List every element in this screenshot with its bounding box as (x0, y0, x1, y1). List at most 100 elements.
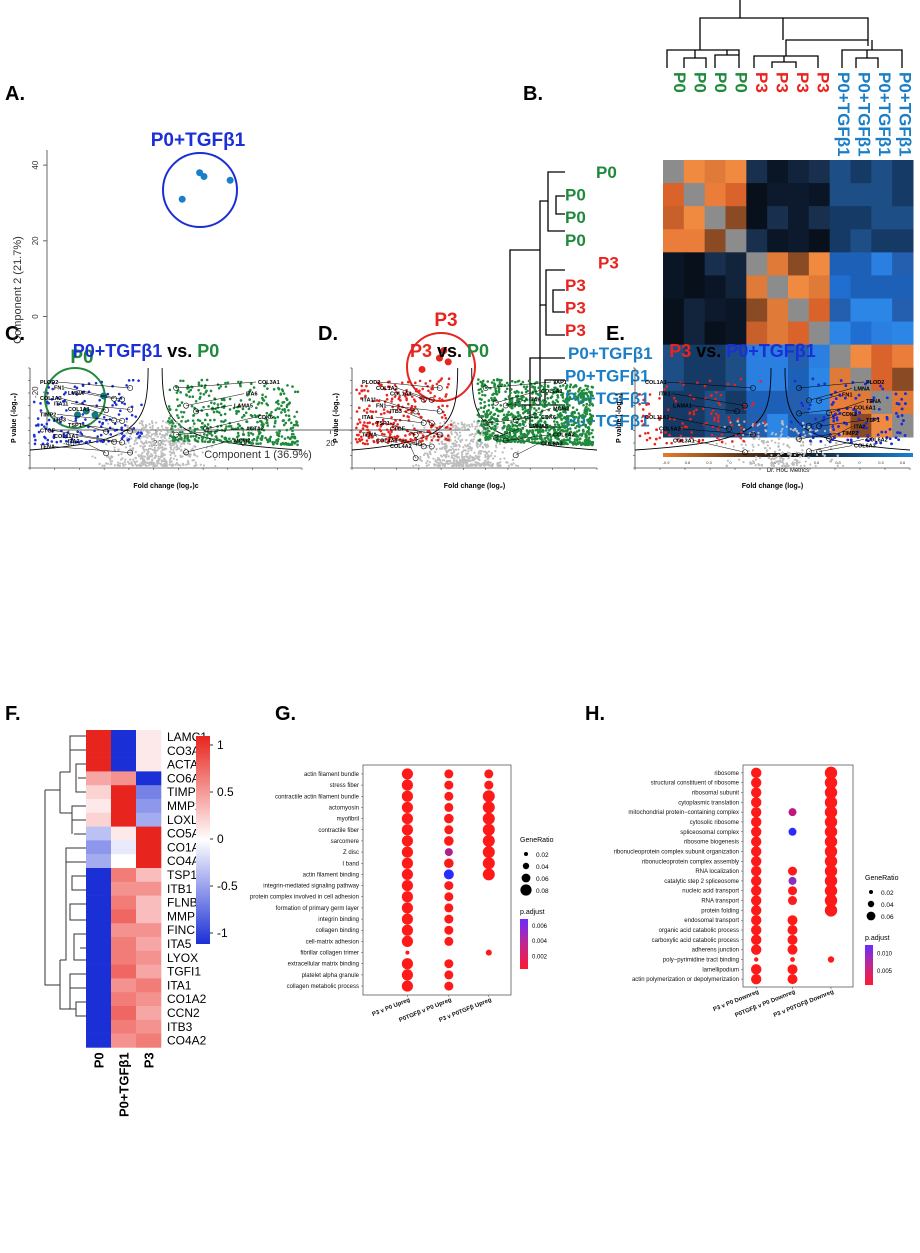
volcano-point-sig (565, 402, 569, 405)
pca-x-tick-label: -40 (63, 439, 75, 448)
correlation-cell (725, 206, 747, 230)
gene-heatmap-cell (111, 1006, 137, 1021)
gene-heatmap-gene: TGFI1 (167, 965, 201, 979)
volcano-point-sig (258, 419, 262, 423)
volcano-point-sig (291, 429, 294, 433)
volcano-point-sig (487, 409, 491, 412)
volcano-point-ns (467, 450, 470, 453)
volcano-gene-leader (81, 441, 107, 454)
volcano-point-ns (183, 432, 186, 435)
gene-heatmap-cell (111, 923, 137, 938)
correlation-cell (663, 183, 685, 207)
volcano-point-ns (151, 454, 154, 457)
volcano-gene-leader (515, 408, 552, 421)
volcano-gene-leader (53, 446, 131, 453)
volcano-point-ns (824, 443, 827, 447)
volcano-point-ns (160, 460, 163, 463)
volcano-point-ns (172, 451, 175, 454)
volcano-point-ns (134, 463, 137, 466)
volcano-point-ns (167, 440, 170, 443)
volcano-point-ns (177, 427, 180, 430)
volcano-y-label: P value (-log₁₀) (333, 393, 340, 443)
volcano-point-sig (505, 381, 509, 385)
volcano-point-ns (120, 453, 123, 456)
volcano-point-sig (268, 438, 271, 442)
dotplot-dot (401, 958, 413, 970)
volcano-point-sig (62, 432, 66, 436)
volcano-point-sig (482, 410, 486, 414)
volcano-point-ns (132, 458, 135, 461)
volcano-point-sig (357, 433, 360, 437)
volcano-gene-marker (436, 385, 443, 391)
volcano-point-sig (638, 402, 641, 406)
volcano-point-ns (161, 448, 164, 451)
volcano-gene-leader (186, 393, 245, 406)
dotplot-dot (401, 935, 413, 948)
volcano-point-sig (95, 416, 99, 420)
volcano-point-ns (441, 442, 444, 446)
volcano-point-sig (519, 423, 522, 427)
correlation-cell (746, 344, 768, 369)
volcano-point-sig (238, 424, 242, 428)
dotplot-size-legend-label: 0.06 (536, 876, 549, 883)
volcano-gene-label: COL4A1 (376, 438, 398, 444)
volcano-point-ns (160, 429, 163, 433)
volcano-point-sig (538, 428, 541, 432)
volcano-point-sig (492, 431, 495, 435)
volcano-point-ns (135, 460, 138, 463)
volcano-gene-label: CTGF (390, 427, 406, 433)
volcano-point-ns (801, 435, 804, 438)
volcano-point-sig (295, 421, 299, 424)
correlation-cell (850, 252, 872, 276)
volcano-point-sig (486, 427, 489, 430)
correlation-cell (767, 367, 789, 392)
volcano-point-sig (645, 438, 649, 442)
volcano-point-sig (734, 434, 738, 437)
dotplot-dot (751, 777, 762, 788)
volcano-point-sig (720, 440, 724, 444)
correlation-cell (829, 390, 851, 415)
volcano-point-sig (477, 408, 480, 411)
volcano-point-sig (894, 392, 898, 396)
volcano-point-ns (193, 452, 196, 455)
correlation-cell (850, 275, 872, 299)
volcano-point-ns (461, 453, 464, 456)
volcano-point-sig (358, 418, 361, 421)
volcano-point-sig (664, 431, 667, 434)
volcano-point-sig (494, 387, 497, 391)
dotplot-dot (444, 936, 454, 946)
volcano-point-sig (355, 426, 358, 430)
correlation-cell (767, 321, 789, 346)
volcano-point-sig (413, 438, 417, 441)
volcano-point-ns (801, 449, 804, 452)
volcano-point-sig (577, 416, 581, 420)
correlation-cell (663, 344, 685, 369)
gene-heatmap-cell (86, 799, 112, 814)
volcano-point-sig (278, 429, 282, 433)
pca-x-label: Component 1 (36.9%) (204, 449, 312, 461)
volcano-point-sig (579, 396, 583, 399)
volcano-point-sig (670, 441, 673, 445)
volcano-point-ns (462, 462, 465, 465)
volcano-point-ns (460, 421, 463, 424)
correlation-cell (767, 344, 789, 369)
volcano-point-ns (474, 454, 477, 458)
volcano-point-sig (281, 408, 284, 412)
volcano-point-ns (486, 455, 489, 458)
volcano-gene-marker (103, 407, 110, 414)
volcano-threshold-right (161, 367, 303, 451)
correlation-cell (829, 344, 851, 369)
dotplot-dot (485, 949, 492, 956)
volcano-point-sig (291, 440, 294, 444)
volcano-point-sig (187, 386, 190, 389)
volcano-point-sig (555, 420, 559, 424)
volcano-point-sig (903, 434, 907, 437)
volcano-point-sig (383, 433, 386, 436)
gene-heatmap-cell (86, 937, 112, 952)
volcano-point-sig (902, 419, 905, 422)
volcano-gene-leader (505, 399, 528, 406)
volcano-point-ns (119, 462, 122, 465)
volcano-title-a: P0+TGFβ1 (73, 341, 163, 361)
volcano-point-sig (261, 393, 264, 397)
volcano-point-ns (444, 462, 447, 466)
